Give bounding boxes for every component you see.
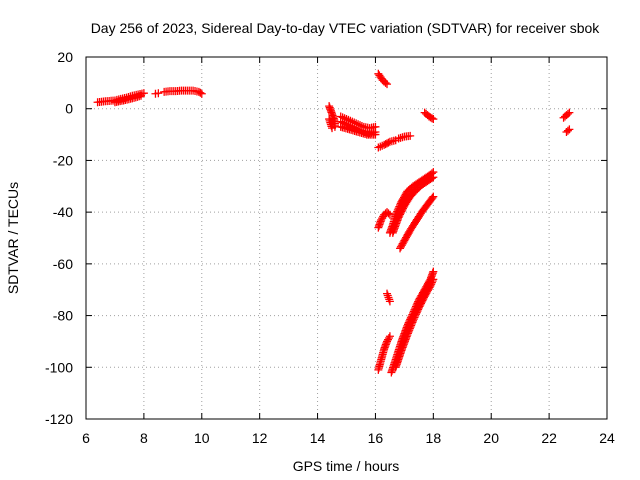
data-point [374,143,383,152]
data-point [383,337,392,346]
data-points [93,69,574,377]
y-axis-tick-labels: 20 0 -20 -40 -60 -80 -100 -120 [45,49,73,427]
y-tick-label: -40 [53,204,73,220]
y-tick-label: 0 [65,101,73,117]
data-point [383,291,392,300]
data-point [429,275,438,284]
data-point [429,267,438,276]
data-point [385,295,394,304]
y-axis-label: SDTVAR / TECUs [5,182,21,294]
data-point [384,333,393,342]
data-point [565,108,574,117]
data-point [385,332,394,341]
data-point [383,335,392,344]
data-point [377,215,386,224]
x-tick-label: 12 [252,430,268,446]
x-tick-label: 24 [599,430,615,446]
chart-title: Day 256 of 2023, Sidereal Day-to-day VTE… [91,20,601,36]
data-point [427,114,436,123]
data-point [563,126,572,135]
data-point [381,78,390,87]
data-point [383,289,392,298]
x-axis-tick-labels: 6 8 10 12 14 16 18 20 22 24 [82,430,615,446]
data-point [565,125,574,134]
data-point [197,89,206,98]
data-point [385,297,394,306]
data-point [429,115,438,124]
x-tick-label: 6 [82,430,90,446]
y-tick-label: -20 [53,152,73,168]
data-point [427,174,436,183]
y-tick-label: -120 [45,411,73,427]
data-point [371,130,380,139]
x-tick-label: 10 [194,430,210,446]
data-point [406,131,415,140]
plot-frame [85,56,608,420]
x-tick-label: 18 [426,430,442,446]
data-point [383,80,392,89]
data-point [378,141,387,150]
data-point [563,109,572,118]
x-axis-label: GPS time / hours [293,458,400,474]
x-tick-label: 22 [541,430,557,446]
data-point [384,293,393,302]
axis-ticks [85,56,608,420]
data-point [378,214,387,223]
data-point [384,138,393,147]
data-point [429,192,438,201]
x-tick-label: 8 [140,430,148,446]
data-point [136,91,145,100]
y-tick-label: -100 [45,359,73,375]
y-tick-label: 20 [57,49,73,65]
x-tick-label: 20 [483,430,499,446]
data-point [384,209,393,218]
data-point [376,142,385,151]
grid-lines [86,57,607,419]
data-point [328,124,337,133]
data-point [428,276,437,285]
data-point [429,173,438,182]
y-tick-label: -60 [53,256,73,272]
x-tick-label: 16 [368,430,384,446]
y-tick-label: -80 [53,308,73,324]
data-point [428,193,437,202]
data-point [196,88,205,97]
data-point [154,89,163,98]
x-tick-label: 14 [310,430,326,446]
